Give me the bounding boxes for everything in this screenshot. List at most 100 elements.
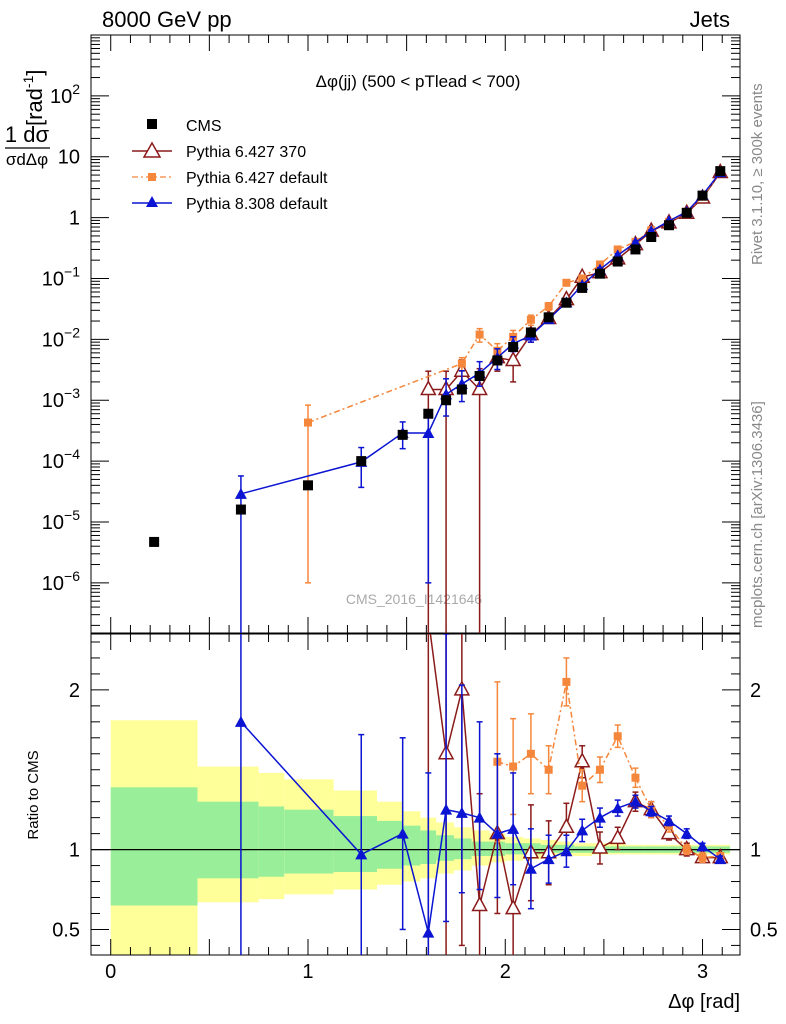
ratio-p8-default-point [507, 822, 520, 834]
main-cms-point [561, 297, 572, 308]
main-p6-default-point [578, 274, 587, 283]
legend-entry-pythia8-default: Pythia 8.308 default [132, 196, 328, 213]
legend-label-cms: CMS [186, 118, 222, 135]
ratio-p8-default-point [714, 853, 727, 865]
main-cms-point [715, 166, 726, 177]
ratio-p6-default-point [698, 853, 707, 862]
ratio-p8-default-point [422, 926, 435, 938]
uncertainty-band-inner [284, 809, 334, 874]
ratio-p6-default-point [526, 749, 535, 758]
svg-text:[rad-1]: [rad-1] [20, 70, 47, 127]
legend-marker-cms [147, 119, 157, 129]
main-p6-default-point [562, 278, 571, 287]
ratio-y-axis-label: Ratio to CMS [25, 750, 42, 839]
ratio-p6-default-point [562, 677, 571, 686]
main-p8-default-point [234, 487, 247, 499]
main-cms-point [594, 268, 605, 279]
y-tick-label: 10−2 [42, 324, 80, 351]
y-tick-label: 10−5 [42, 507, 80, 534]
main-cms-point [663, 220, 674, 231]
main-p6-370-point [504, 350, 522, 367]
y-tick-label: 10−3 [42, 385, 80, 412]
mcplots-credit-label: mcplots.cern.ch [arXiv:1306.3436] [749, 401, 766, 628]
main-y-axis-label: 1 dσ σdΔφ [rad-1] [5, 70, 50, 169]
ratio-p8-default-point [473, 811, 486, 823]
uncertainty-band-inner [110, 787, 198, 906]
legend-entry-pythia6-370: Pythia 6.427 370 [132, 141, 306, 161]
ratio-p6-default-point [578, 781, 587, 790]
y-tick-label: 10−1 [42, 263, 80, 290]
main-p8-default-point [422, 426, 435, 438]
main-cms-point [646, 232, 657, 243]
ratio-p6-default-point [509, 762, 518, 771]
x-tick-label: 0 [105, 961, 116, 983]
ratio-p6-370-point [504, 899, 522, 915]
y-label-unit: [rad [22, 88, 47, 126]
x-tick-label: 3 [697, 961, 708, 983]
ratio-p6-default-point [682, 845, 691, 854]
ratio-p6-default-point [631, 773, 640, 782]
header-energy: 8000 GeV pp [102, 7, 232, 32]
legend-label-pythia6-default: Pythia 6.427 default [186, 170, 328, 187]
main-cms-point [525, 327, 536, 338]
main-cms-point [423, 408, 434, 419]
ratio-p8-default-point [696, 840, 709, 852]
y-label-denominator: σdΔφ [6, 150, 48, 169]
ratio-p8-default-point [355, 848, 368, 860]
ratio-p8-default-point [491, 827, 504, 839]
ratio-p6-370-point [591, 838, 609, 854]
main-p6-default-point [526, 315, 535, 324]
y-label-unit-exponent: -1 [20, 75, 36, 88]
x-tick-label: 2 [500, 961, 511, 983]
main-cms-point [630, 244, 641, 255]
chart-title: Δφ(jj) (500 < pTlead < 700) [316, 72, 521, 91]
uncertainty-band-inner [258, 806, 285, 877]
ratio-p6-default-point [595, 765, 604, 774]
legend-marker-pythia6-370 [142, 141, 162, 158]
main-p6-default-point [544, 302, 553, 311]
legend-label-pythia6-370: Pythia 6.427 370 [186, 144, 306, 161]
ratio-p8-default-point [611, 802, 624, 814]
x-tick-label: 1 [302, 961, 313, 983]
ratio-p8-default-point [645, 805, 658, 817]
y-label-unit-close: ] [22, 70, 47, 76]
analysis-watermark: CMS_2016_I1421646 [346, 591, 482, 607]
main-cms-point [508, 341, 519, 352]
rivet-version-label: Rivet 3.1.10, ≥ 300k events [749, 83, 766, 265]
main-panel: CMS_2016_I1421646 Δφ(jj) (500 < pTlead <… [42, 34, 741, 634]
main-p6-default-point [457, 359, 466, 368]
main-cms-point [302, 480, 313, 491]
ratio-p8-default-point [234, 715, 247, 727]
ratio-y-tick-label: 0.5 [52, 919, 80, 941]
uncertainty-band-inner [471, 841, 490, 856]
y-tick-label: 10−6 [42, 568, 80, 595]
legend-marker-pythia6-default [148, 173, 156, 181]
ratio-p6-370-point [609, 828, 626, 845]
main-p6-370-line [428, 172, 721, 391]
y-tick-label: 10−4 [42, 446, 80, 473]
main-cms-point [492, 355, 503, 366]
legend-entry-cms: CMS [147, 118, 222, 135]
main-p6-370-point [420, 379, 437, 396]
uncertainty-band-inner [402, 825, 421, 866]
header-process: Jets [690, 7, 730, 32]
main-p6-default-point [303, 418, 312, 427]
ratio-p8-default-point [560, 845, 573, 857]
ratio-y-tick-label: 2 [69, 680, 80, 702]
main-panel-frame [90, 34, 741, 634]
main-cms-point [543, 312, 554, 323]
uncertainty-band-inner [453, 838, 472, 860]
main-cms-point [441, 395, 452, 406]
ratio-p8-default-point [662, 814, 675, 826]
ratio-y-tick-label-right: 1 [750, 840, 761, 862]
ratio-panel: 0 1 2 3 0.5 0.5 1 1 2 2 [52, 633, 778, 983]
ratio-p6-default-point [613, 732, 622, 741]
main-cms-point [456, 384, 467, 395]
ratio-y-tick-label: 1 [69, 840, 80, 862]
legend-marker-pythia8-default [146, 196, 158, 207]
ratio-p8-default-point [440, 803, 453, 815]
ratio-p8-default-point [396, 827, 409, 839]
main-cms-point [235, 504, 246, 515]
y-tick-label: 102 [50, 81, 80, 108]
